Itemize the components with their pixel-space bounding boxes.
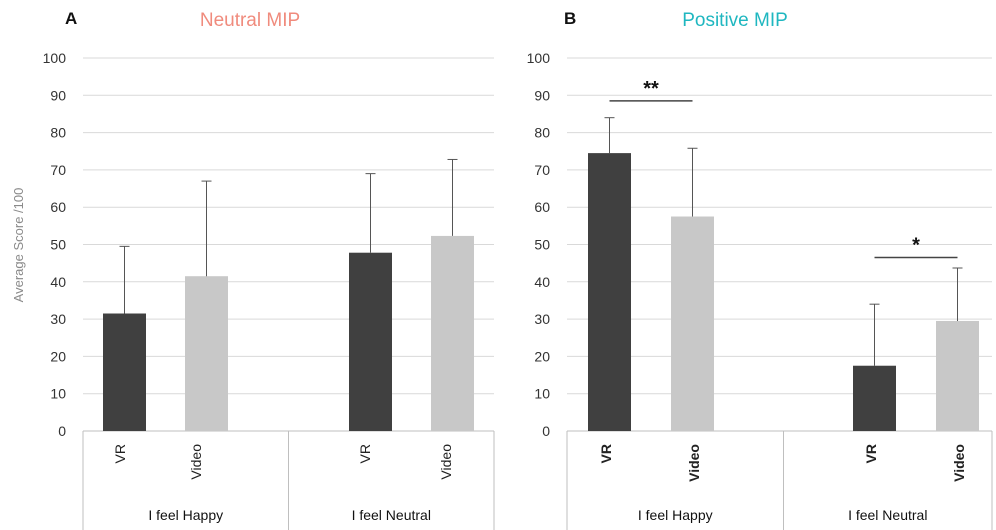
x-tick-label: VR	[112, 444, 128, 463]
y-tick-label: 60	[50, 199, 66, 215]
y-tick-label: 50	[534, 237, 550, 253]
y-tick-label: 40	[50, 274, 66, 290]
x-tick-label: Video	[188, 444, 204, 480]
group-label: I feel Happy	[638, 507, 713, 523]
bar	[936, 320, 979, 431]
group-label: I feel Neutral	[848, 507, 927, 523]
panel-letter: A	[65, 9, 77, 28]
bar	[103, 313, 146, 431]
y-tick-label: 100	[43, 50, 67, 66]
significance-label: **	[643, 78, 659, 100]
bar	[588, 153, 631, 432]
y-tick-label: 0	[58, 423, 66, 439]
y-tick-label: 50	[50, 237, 66, 253]
x-tick-label: VR	[598, 444, 614, 463]
group-label: I feel Happy	[148, 507, 223, 523]
panel-letter: B	[564, 9, 576, 28]
y-tick-label: 90	[50, 87, 66, 103]
x-tick-label: Video	[951, 444, 967, 482]
chart-title: Neutral MIP	[200, 10, 300, 31]
group-label: I feel Neutral	[352, 507, 431, 523]
panel-positive-mip: B Positive MIP 0 10 20 30 40 50 60 70 80 90 100 VR VR V…	[527, 9, 993, 530]
y-axis-label: Average Score /100	[11, 188, 26, 303]
y-tick-label: 10	[534, 386, 550, 402]
y-tick-label: 90	[534, 87, 550, 103]
y-tick-label: 100	[527, 50, 551, 66]
panel-neutral-mip: A Neutral MIP 0 10 20 30 40 50 60 70 80 90 100 Averag…	[11, 9, 495, 530]
y-tick-label: 70	[50, 162, 66, 178]
x-tick-label: VR	[863, 444, 879, 463]
bar	[671, 216, 714, 431]
bar	[185, 276, 228, 431]
x-tick-label: VR	[357, 444, 373, 463]
y-tick-label: 60	[534, 199, 550, 215]
y-tick-label: 20	[50, 348, 66, 364]
x-tick-label: Video	[438, 444, 454, 480]
y-tick-label: 80	[534, 125, 550, 141]
chart-title: Positive MIP	[682, 10, 788, 31]
y-tick-label: 20	[534, 348, 550, 364]
y-tick-label: 10	[50, 386, 66, 402]
y-tick-label: 30	[534, 311, 550, 327]
y-tick-label: 40	[534, 274, 550, 290]
y-tick-label: 0	[542, 423, 550, 439]
bar	[853, 365, 896, 431]
significance-label: *	[912, 235, 920, 257]
bar	[349, 252, 392, 431]
bar	[431, 235, 474, 431]
y-tick-label: 80	[50, 125, 66, 141]
y-tick-label: 30	[50, 311, 66, 327]
y-tick-label: 70	[534, 162, 550, 178]
x-tick-label: Video	[686, 444, 702, 482]
